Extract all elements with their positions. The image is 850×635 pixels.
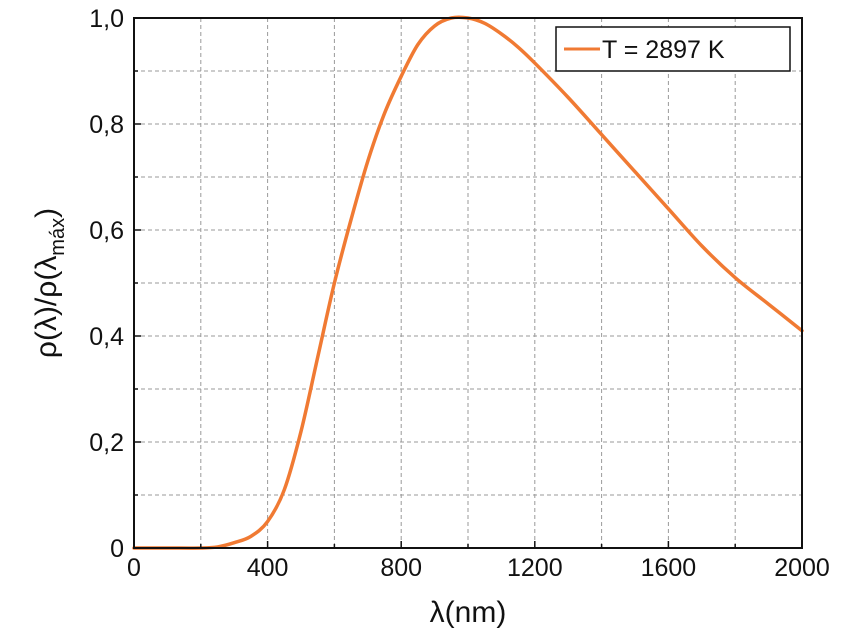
axis-ticks: 0 400 800 1200 1600 2000 0 0,2 0,4 0,6 0,8 1,0: [89, 5, 830, 582]
y-tick-label: 0,6: [89, 217, 124, 245]
y-tick-label: 0,2: [89, 429, 124, 457]
y-tick-label: 0: [110, 535, 124, 563]
x-tick-label: 800: [380, 554, 422, 582]
legend: T = 2897 K: [555, 26, 791, 72]
y-tick-label: 0,4: [89, 323, 124, 351]
x-tick-label: 0: [127, 554, 141, 582]
x-axis-title: λ(nm): [430, 596, 507, 629]
x-tick-label: 400: [247, 554, 289, 582]
legend-label: T = 2897 K: [602, 36, 725, 64]
series-curves: [132, 15, 804, 550]
y-tick-label: 0,8: [89, 111, 124, 139]
x-tick-label: 1600: [641, 554, 697, 582]
y-axis-title-close: ): [30, 208, 63, 218]
y-axis-title-subscript: máx: [47, 218, 69, 256]
y-tick-label: 1,0: [89, 5, 124, 33]
y-axis-title: ρ(λ)/ρ(λmáx): [30, 208, 69, 358]
series-line: [132, 15, 804, 550]
x-tick-label: 2000: [774, 554, 830, 582]
x-tick-label: 1200: [507, 554, 563, 582]
grid: [134, 18, 802, 548]
y-axis-title-main: ρ(λ)/ρ(λ: [30, 256, 63, 358]
